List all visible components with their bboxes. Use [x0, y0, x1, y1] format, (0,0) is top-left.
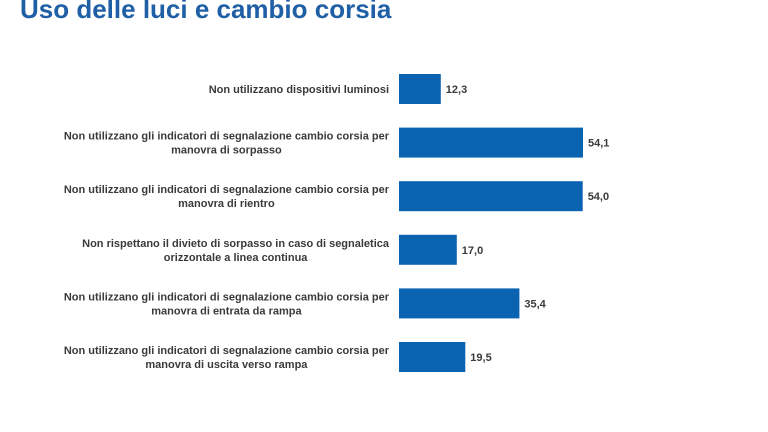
category-label: manovra di uscita verso rampa: [145, 359, 308, 371]
bar-row: 12,3 Non utilizzano dispositivi luminosi: [209, 74, 467, 104]
bar: [399, 234, 457, 265]
data-label: 35,4: [524, 298, 546, 310]
data-label: 19,5: [470, 352, 491, 364]
bar: [399, 288, 520, 319]
bar: [399, 181, 583, 212]
category-label: Non utilizzano gli indicatori di segnala…: [64, 184, 390, 196]
bar-row: 17,0 Non rispettano il divieto di sorpass…: [82, 234, 483, 265]
bar-row: 54,0 Non utilizzano gli indicatori di seg…: [64, 181, 609, 212]
category-label: manovra di rientro: [178, 198, 275, 210]
data-label: 12,3: [446, 84, 467, 96]
category-label: Non utilizzano gli indicatori di segnala…: [64, 345, 390, 357]
bar-row: 54,1 Non utilizzano gli indicatori di seg…: [64, 127, 609, 158]
data-label: 54,0: [588, 191, 609, 203]
data-label: 54,1: [588, 138, 609, 150]
category-label: Non utilizzano gli indicatori di segnala…: [64, 291, 390, 303]
bar: [399, 127, 583, 158]
category-label: manovra di sorpasso: [171, 145, 282, 157]
category-label: orizzontale a linea continua: [164, 252, 309, 264]
page-title: Uso delle luci e cambio corsia: [20, 0, 392, 24]
bar: [399, 342, 466, 372]
category-label: manovra di entrata da rampa: [151, 305, 302, 317]
category-label: Non utilizzano dispositivi luminosi: [209, 84, 389, 96]
bar-row: 35,4 Non utilizzano gli indicatori di seg…: [64, 288, 547, 319]
bar: [399, 74, 441, 104]
category-label: Non rispettano il divieto di sorpasso in…: [82, 238, 390, 250]
category-label: Non utilizzano gli indicatori di segnala…: [64, 131, 390, 143]
bar-row: 19,5 Non utilizzano gli indicatori di seg…: [64, 342, 492, 372]
data-label: 17,0: [462, 245, 483, 257]
